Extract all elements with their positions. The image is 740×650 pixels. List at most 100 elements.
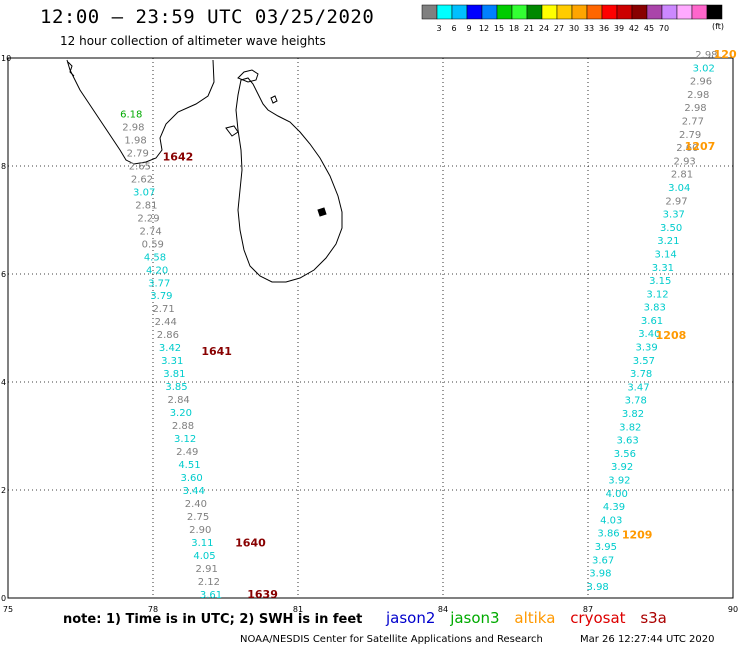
wave-height-value: 4.00 (606, 489, 628, 500)
lat-lon-grid: 75 78 81 84 87 90 0 2 4 6 8 10 (1, 54, 738, 614)
scale-label: 70 (659, 24, 669, 33)
lon-tick-label: 84 (438, 605, 448, 614)
wave-height-value: 2.84 (168, 395, 190, 406)
wave-height-value: 3.57 (633, 356, 655, 367)
track-labels: 1642 1641 1640 1639 120 1207 1208 1209 (163, 48, 737, 601)
wave-height-value: 2.96 (690, 77, 712, 88)
wave-height-value: 3.63 (616, 436, 638, 447)
wave-height-value: 3.92 (611, 462, 633, 473)
sri-lanka-coastline (66, 59, 343, 283)
wave-height-value: 3.67 (592, 555, 614, 566)
wave-height-value: 2.49 (176, 447, 198, 458)
wave-height-value: 3.95 (595, 542, 617, 553)
wave-height-value: 2.60 (676, 143, 698, 154)
scale-label: 3 (436, 24, 441, 33)
wave-height-value: 2.77 (682, 116, 704, 127)
satellite-legend: jason2 jason3 altika cryosat s3a (386, 609, 677, 627)
east-track: 2.98 3.02 2.96 2.98 2.98 2.77 2.79 2.60 2.93 2.81… (587, 50, 718, 593)
scale-swatch (541, 4, 558, 20)
wave-height-value: 3.12 (646, 289, 668, 300)
legend-cryosat: cryosat (570, 609, 626, 627)
scale-swatch (421, 4, 438, 20)
wave-height-value: 3.04 (668, 183, 690, 194)
wave-height-value: 3.44 (183, 486, 205, 497)
scale-swatch (496, 4, 513, 20)
lat-tick-label: 10 (1, 54, 11, 63)
scale-swatch (706, 4, 723, 20)
legend-altika: altika (514, 609, 556, 627)
scale-label: 15 (494, 24, 504, 33)
wave-height-value: 3.98 (587, 582, 609, 593)
scale-swatch (586, 4, 603, 20)
wave-height-value: 2.79 (679, 130, 701, 141)
wave-height-value: 2.81 (671, 170, 693, 181)
lat-tick-label: 2 (1, 486, 6, 495)
wave-height-value: 4.39 (603, 502, 625, 513)
mannar-island (225, 125, 239, 137)
wave-height-value: 3.83 (644, 303, 666, 314)
wave-height-value: 2.40 (185, 499, 207, 510)
scale-swatch (481, 4, 498, 20)
wave-height-value: 2.93 (674, 156, 696, 167)
map-border (7, 57, 734, 599)
lon-tick-label: 81 (293, 605, 303, 614)
wave-height-value: 3.77 (148, 278, 170, 289)
wave-height-value: 2.86 (157, 330, 179, 341)
wave-height-value: 3.31 (161, 356, 183, 367)
wave-height-value: 3.47 (627, 382, 649, 393)
color-scale: 3 6 9 12 15 18 21 24 27 30 33 36 39 42 45 70 (421, 4, 723, 33)
wave-height-value: 3.82 (622, 409, 644, 420)
scale-swatch (556, 4, 573, 20)
small-island-2 (270, 95, 278, 104)
track-id-label: 1207 (685, 140, 716, 153)
scale-label: 9 (466, 24, 471, 33)
wave-height-value: 3.78 (625, 396, 647, 407)
wave-height-value: 3.86 (597, 529, 619, 540)
wave-height-value: 3.21 (657, 236, 679, 247)
footer-note: note: 1) Time is in UTC; 2) SWH is in fe… (63, 612, 363, 627)
wave-height-value: 3.39 (635, 343, 657, 354)
wave-height-value: 2.74 (140, 226, 162, 237)
track-id-label: 1640 (235, 537, 266, 550)
lat-tick-label: 0 (1, 594, 6, 603)
wave-height-value: 2.97 (665, 196, 687, 207)
lat-tick-label: 8 (1, 162, 6, 171)
track-id-label: 120 (714, 48, 737, 61)
scale-swatch (661, 4, 678, 20)
scale-label: 6 (451, 24, 456, 33)
wave-height-value: 3.14 (655, 249, 677, 260)
legend-s3a: s3a (640, 609, 667, 627)
wave-height-value: 2.88 (172, 421, 194, 432)
scale-label: 42 (629, 24, 639, 33)
scale-units: (ft) (712, 22, 725, 31)
scale-label: 12 (479, 24, 489, 33)
wave-height-value: 2.62 (131, 174, 153, 185)
wave-height-value: 4.51 (178, 460, 200, 471)
wave-height-value: 3.31 (652, 263, 674, 274)
scale-swatch (571, 4, 588, 20)
scale-label: 30 (569, 24, 579, 33)
legend-jason3: jason3 (450, 609, 500, 627)
india-coast-detail (67, 61, 75, 77)
wave-height-value: 2.91 (196, 564, 218, 575)
wave-height-value: 3.50 (660, 223, 682, 234)
scale-swatch (526, 4, 543, 20)
scale-label: 21 (524, 24, 534, 33)
wave-height-value: 3.98 (589, 569, 611, 580)
lon-tick-label: 87 (583, 605, 593, 614)
wave-height-value: 3.02 (693, 63, 715, 74)
scale-label: 45 (644, 24, 654, 33)
wave-height-value: 3.15 (649, 276, 671, 287)
wave-height-value: 3.79 (150, 291, 172, 302)
sri-lanka-island (235, 77, 343, 283)
scale-swatch (631, 4, 648, 20)
scale-label: 18 (509, 24, 519, 33)
map-subtitle: 12 hour collection of altimeter wave hei… (60, 34, 326, 48)
lon-tick-label: 75 (3, 605, 13, 614)
wave-height-value: 3.56 (614, 449, 636, 460)
wave-height-value: 4.20 (146, 265, 168, 276)
wave-height-value: 2.65 (129, 161, 151, 172)
lon-tick-label: 90 (728, 605, 738, 614)
wave-height-value: 2.12 (198, 577, 220, 588)
